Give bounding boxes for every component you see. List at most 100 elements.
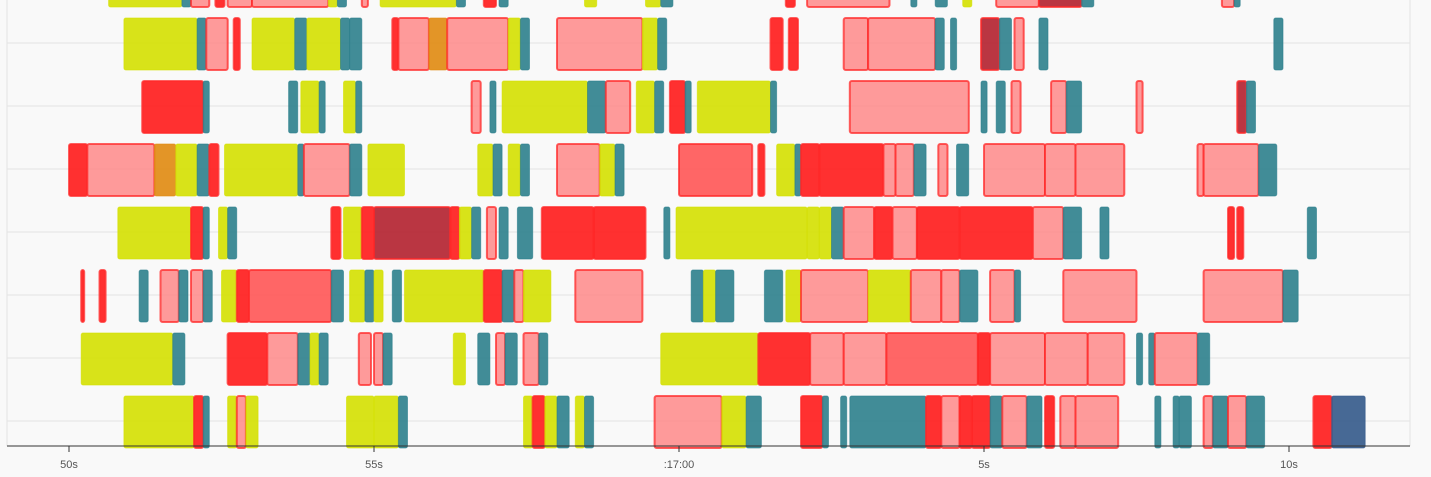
lane-4-segment (458, 206, 473, 260)
lane-2-segment (355, 80, 363, 134)
lane-7-segment (346, 395, 375, 449)
lane-2-segment (604, 80, 632, 134)
lane-3-segment (224, 143, 299, 197)
lane-5-segment (80, 269, 86, 323)
lane-7-segment (245, 395, 259, 449)
lane-4-segment (540, 206, 595, 260)
lane-2-segment (684, 80, 692, 134)
x-tick-label: :17:00 (664, 459, 695, 471)
lane-1-segment (1013, 17, 1025, 71)
lane-1-segment (340, 17, 351, 71)
lane-4-segment (831, 206, 845, 260)
lane-3-segment (1044, 143, 1077, 197)
lane-7-segment (970, 395, 992, 449)
lane-2-segment (470, 80, 482, 134)
lane-7-segment (235, 395, 247, 449)
x-tick-label: 50s (60, 459, 78, 471)
lane-7-segment (523, 395, 534, 449)
lane-2-segment (668, 80, 687, 134)
lane-7-segment (397, 395, 408, 449)
lane-5-segment (989, 269, 1016, 323)
lane-4-segment (806, 206, 820, 260)
lane-5-segment (138, 269, 149, 323)
lane-5-segment (1282, 269, 1299, 323)
lane-1-segment (842, 17, 870, 71)
lane-0-segment (108, 0, 183, 8)
lane-3-segment (175, 143, 198, 197)
lane-7-segment (745, 395, 762, 449)
lane-7-segment (940, 395, 961, 449)
lane-7-segment (202, 395, 210, 449)
x-tick-label: 55s (365, 459, 383, 471)
lane-5-segment (513, 269, 525, 323)
lane-2-segment (141, 80, 205, 134)
lane-3-segment (1202, 143, 1260, 197)
lane-6-segment (1153, 332, 1199, 386)
lane-0-segment (379, 0, 457, 8)
lane-1-segment (306, 17, 341, 71)
lane-7-segment (1026, 395, 1043, 449)
lane-0-segment (910, 0, 918, 8)
lane-1-segment (519, 17, 531, 71)
lane-5-segment (364, 269, 375, 323)
lane-4-segment (1227, 206, 1236, 260)
lane-2-segment (343, 80, 357, 134)
lane-4-segment (218, 206, 229, 260)
lane-6-segment (226, 332, 269, 386)
lane-2-segment (1050, 80, 1068, 134)
lane-3-segment (956, 143, 970, 197)
lane-2-segment (1245, 80, 1257, 134)
lane-2-segment (980, 80, 988, 134)
lane-7-segment (1312, 395, 1333, 449)
lane-4-segment (373, 206, 452, 260)
lane-6-segment (522, 332, 540, 386)
lane-4-segment (891, 206, 918, 260)
lane-5-segment (202, 269, 213, 323)
lane-6-segment (976, 332, 992, 386)
lane-4-segment (1236, 206, 1245, 260)
lane-2-segment (202, 80, 210, 134)
lane-3-segment (208, 143, 220, 197)
lane-1-segment (998, 17, 1012, 71)
lane-5-segment (1202, 269, 1284, 323)
lane-2-segment (300, 80, 320, 134)
lane-4-segment (1099, 206, 1110, 260)
lane-6-segment (309, 332, 320, 386)
lane-0-segment (995, 0, 1040, 8)
lane-6-segment (757, 332, 812, 386)
lane-5-segment (1014, 269, 1022, 323)
lane-7-segment (925, 395, 943, 449)
lane-7-segment (800, 395, 824, 449)
lane-7-segment (584, 395, 595, 449)
lane-6-segment (452, 332, 466, 386)
lane-4-segment (873, 206, 894, 260)
lane-5-segment (190, 269, 205, 323)
lane-0-segment (1233, 0, 1241, 8)
lane-6-segment (538, 332, 549, 386)
lane-0-segment (251, 0, 330, 8)
lane-6-segment (266, 332, 299, 386)
lane-4-segment (190, 206, 205, 260)
lane-4-segment (592, 206, 647, 260)
lane-6-segment (842, 332, 888, 386)
lane-3-segment (913, 143, 927, 197)
lane-4-segment (1062, 206, 1083, 260)
lane-1-segment (934, 17, 945, 71)
lane-7-segment (1044, 395, 1056, 449)
lane-3-segment (1074, 143, 1126, 197)
lane-1-segment (123, 17, 198, 71)
lane-5-segment (248, 269, 333, 323)
lane-5-segment (373, 269, 384, 323)
lane-3-segment (302, 143, 351, 197)
lane-6-segment (504, 332, 518, 386)
lane-3-segment (983, 143, 1046, 197)
lane-0-segment (660, 0, 674, 8)
lane-4-segment (202, 206, 210, 260)
lane-1-segment (867, 17, 937, 71)
lane-2-segment (770, 80, 778, 134)
lane-7-segment (193, 395, 205, 449)
lane-7-segment (1202, 395, 1214, 449)
lane-2-segment (1236, 80, 1248, 134)
lane-5-segment (690, 269, 704, 323)
lane-3-segment (349, 143, 363, 197)
